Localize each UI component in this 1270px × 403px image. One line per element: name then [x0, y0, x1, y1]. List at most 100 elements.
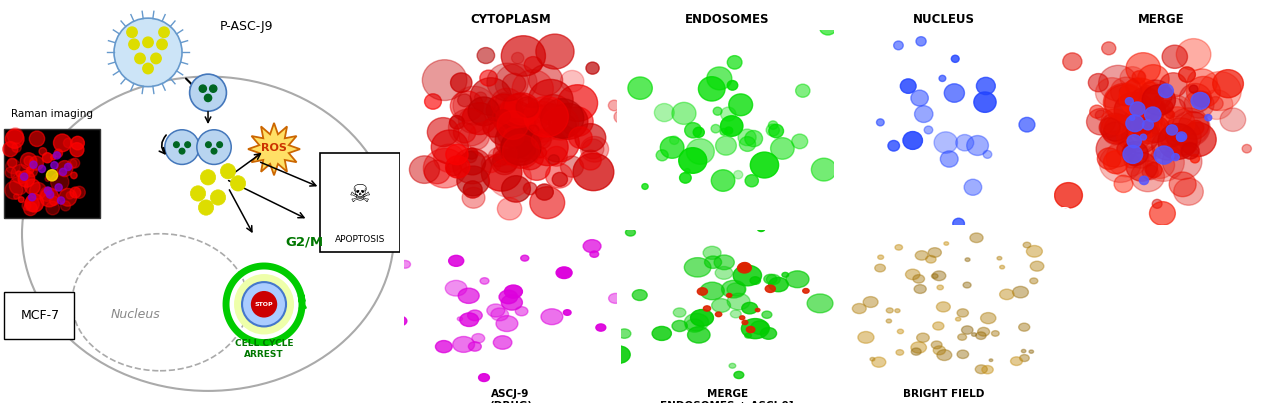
Circle shape	[11, 164, 30, 184]
Circle shape	[1130, 161, 1165, 192]
Circle shape	[1140, 134, 1147, 140]
Circle shape	[546, 163, 573, 188]
Circle shape	[914, 285, 926, 293]
Text: ASCJ-9
(DRUG): ASCJ-9 (DRUG)	[489, 389, 532, 403]
Circle shape	[707, 67, 732, 90]
Circle shape	[1189, 120, 1204, 135]
Circle shape	[1088, 73, 1109, 92]
Circle shape	[432, 130, 469, 164]
Circle shape	[940, 151, 958, 167]
Text: A: A	[410, 206, 420, 219]
Circle shape	[536, 184, 554, 200]
Circle shape	[1020, 355, 1029, 361]
Circle shape	[523, 183, 537, 195]
Circle shape	[582, 139, 603, 159]
Circle shape	[894, 41, 903, 50]
Circle shape	[470, 78, 512, 115]
Circle shape	[452, 148, 491, 184]
Circle shape	[1121, 141, 1148, 166]
Text: MERGE
ENDOSOMES + ASCJ-9]: MERGE ENDOSOMES + ASCJ-9]	[660, 389, 794, 403]
Text: E: E	[410, 368, 419, 380]
Circle shape	[500, 94, 537, 128]
Circle shape	[541, 309, 563, 325]
Circle shape	[25, 194, 43, 212]
Circle shape	[739, 137, 756, 152]
Circle shape	[1167, 108, 1210, 147]
Circle shape	[652, 326, 672, 341]
Circle shape	[8, 158, 17, 168]
Circle shape	[535, 104, 568, 135]
Circle shape	[493, 149, 518, 172]
Circle shape	[756, 308, 759, 312]
Circle shape	[1126, 153, 1157, 181]
Circle shape	[1123, 145, 1143, 163]
Circle shape	[1213, 70, 1243, 98]
Circle shape	[44, 176, 51, 181]
Circle shape	[1160, 107, 1195, 139]
Circle shape	[497, 111, 528, 139]
Circle shape	[1097, 148, 1121, 169]
Circle shape	[493, 143, 517, 165]
Circle shape	[1158, 124, 1198, 160]
Circle shape	[472, 334, 485, 343]
Circle shape	[1142, 165, 1158, 180]
Circle shape	[1186, 77, 1220, 108]
Circle shape	[1166, 125, 1177, 135]
Circle shape	[1165, 98, 1185, 117]
Circle shape	[57, 197, 65, 204]
Circle shape	[1165, 129, 1182, 145]
Circle shape	[394, 316, 406, 326]
Circle shape	[1101, 109, 1129, 135]
Circle shape	[560, 156, 583, 177]
Circle shape	[1110, 77, 1142, 106]
Circle shape	[58, 188, 76, 206]
Circle shape	[466, 148, 478, 159]
Circle shape	[1172, 154, 1180, 161]
Circle shape	[50, 196, 58, 206]
Circle shape	[497, 110, 511, 123]
Circle shape	[14, 194, 19, 199]
Circle shape	[726, 283, 745, 296]
Circle shape	[742, 302, 758, 314]
Text: ROS: ROS	[262, 143, 287, 153]
Circle shape	[39, 187, 53, 202]
Circle shape	[721, 280, 745, 298]
Circle shape	[978, 327, 989, 336]
Circle shape	[538, 125, 579, 162]
Circle shape	[453, 123, 476, 143]
Circle shape	[1096, 78, 1129, 108]
Circle shape	[693, 127, 705, 137]
Circle shape	[983, 150, 992, 158]
Circle shape	[1199, 71, 1241, 110]
Circle shape	[589, 251, 598, 258]
Circle shape	[204, 94, 212, 102]
Circle shape	[720, 129, 728, 135]
Circle shape	[179, 148, 185, 154]
Circle shape	[1100, 113, 1130, 141]
Circle shape	[495, 93, 512, 108]
Circle shape	[210, 85, 217, 92]
Circle shape	[729, 94, 753, 116]
Circle shape	[1176, 39, 1210, 70]
Circle shape	[704, 246, 721, 260]
Circle shape	[744, 333, 752, 338]
Circle shape	[989, 359, 993, 361]
Circle shape	[479, 374, 489, 382]
Circle shape	[958, 350, 969, 359]
Circle shape	[221, 164, 236, 179]
Circle shape	[39, 188, 58, 207]
Text: CELL CYCLE
ARREST: CELL CYCLE ARREST	[235, 339, 293, 359]
Circle shape	[536, 98, 558, 118]
Circle shape	[5, 129, 24, 148]
Text: G2/M: G2/M	[284, 235, 323, 248]
Circle shape	[928, 248, 941, 257]
Circle shape	[1139, 102, 1173, 134]
Circle shape	[486, 63, 528, 101]
Circle shape	[1030, 261, 1044, 271]
Text: P-ASC-J9: P-ASC-J9	[220, 20, 273, 33]
Circle shape	[512, 70, 554, 108]
Circle shape	[739, 316, 744, 320]
Circle shape	[685, 123, 701, 138]
Circle shape	[898, 329, 903, 334]
Circle shape	[1019, 117, 1035, 132]
